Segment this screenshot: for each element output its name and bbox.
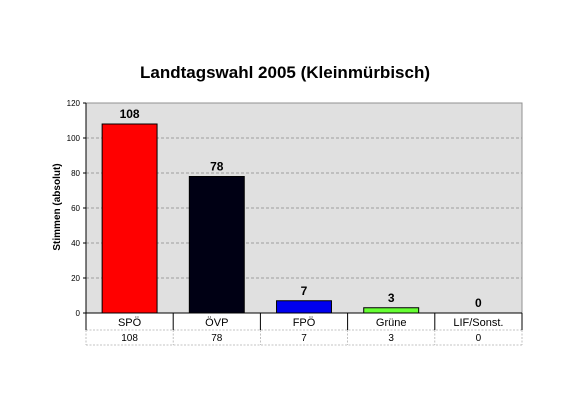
y-tick-label: 0 (76, 309, 81, 318)
bar (188, 176, 245, 314)
bar-data-label: 0 (475, 296, 482, 310)
data-table: SPÖ 108 ÖVP 78 FPÖ 7 Grüne 3 LIF/Sonst. 0 (85, 312, 523, 346)
table-value-cell: 108 (121, 333, 138, 344)
y-tick-label: 20 (71, 274, 80, 283)
grid-lines (86, 137, 522, 279)
data-labels: 108 78 7 3 0 (120, 107, 482, 310)
bar (101, 123, 158, 314)
x-category-label: FPÖ (293, 317, 316, 329)
table-value-cell: 3 (388, 333, 394, 344)
bar (363, 307, 420, 314)
bar-data-label: 78 (210, 160, 224, 174)
y-tick-label: 80 (71, 169, 80, 178)
chart-title: Landtagswahl 2005 (Kleinmürbisch) (140, 63, 430, 82)
y-tick-label: 40 (71, 239, 80, 248)
y-axis-label: Stimmen (absolut) (52, 163, 63, 250)
table-value-cell: 0 (476, 333, 482, 344)
bar-data-label: 108 (120, 107, 140, 121)
y-tick-label: 60 (71, 204, 80, 213)
table-value-cell: 78 (211, 333, 223, 344)
bars (101, 123, 420, 314)
y-tick-label: 120 (67, 99, 81, 108)
table-value-cell: 7 (301, 333, 307, 344)
x-category-label: SPÖ (118, 317, 142, 329)
x-category-label: ÖVP (205, 317, 228, 329)
y-tick-label: 100 (67, 134, 81, 143)
x-category-label: LIF/Sonst. (453, 317, 503, 329)
y-axis-ticks: 0 20 40 60 80 100 120 (67, 99, 87, 318)
bar-data-label: 3 (388, 291, 395, 305)
bar-data-label: 7 (301, 284, 308, 298)
x-category-label: Grüne (376, 317, 407, 329)
bar (276, 300, 332, 314)
